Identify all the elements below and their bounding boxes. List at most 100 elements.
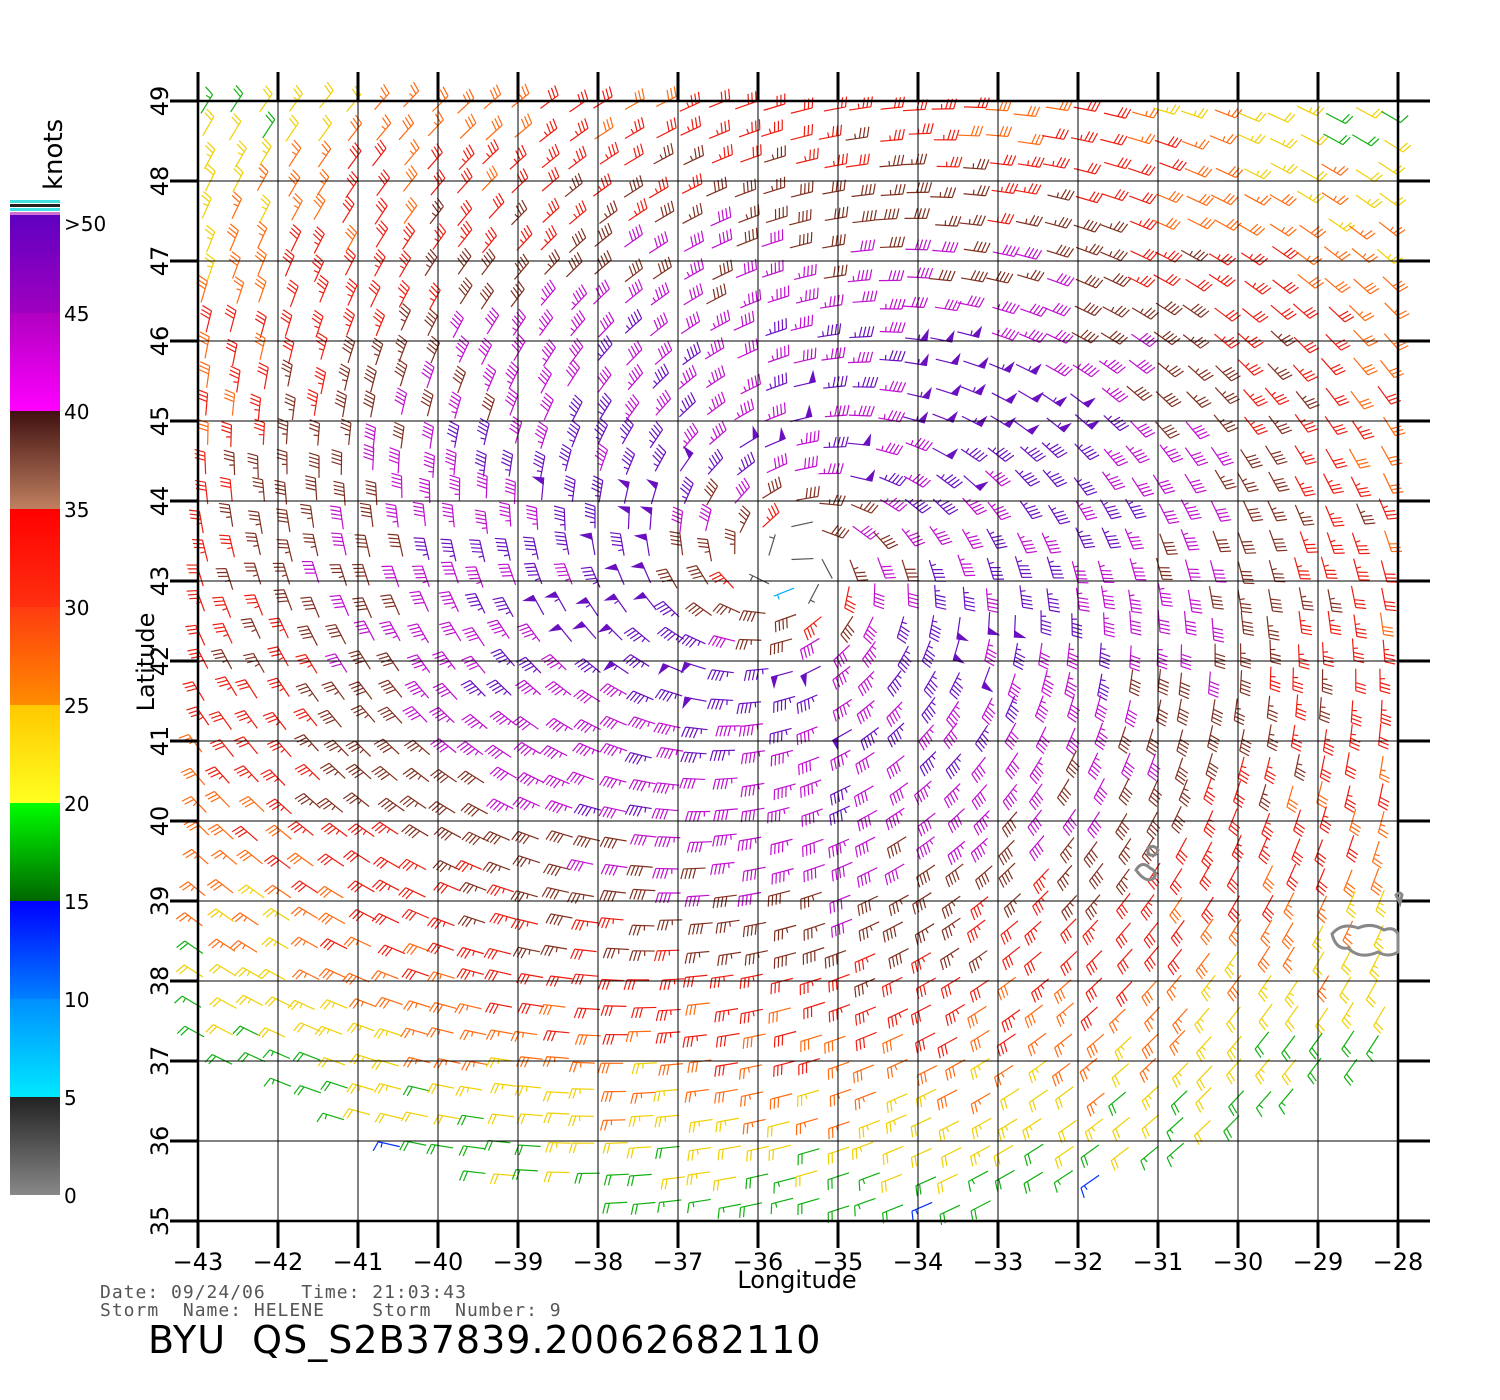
- wind-barb: [1157, 362, 1184, 378]
- wind-barb: [901, 528, 926, 547]
- wind-barb: [219, 476, 233, 502]
- wind-barb: [1199, 863, 1212, 891]
- wind-barb: [1169, 1029, 1186, 1056]
- wind-barb: [1281, 1058, 1297, 1086]
- wind-barb: [319, 999, 348, 1010]
- wind-barb: [970, 1029, 990, 1053]
- wind-barb: [594, 417, 609, 446]
- wind-barb: [373, 249, 386, 277]
- wind-barb: [568, 200, 587, 225]
- wind-barb: [743, 668, 769, 682]
- wind-barb: [852, 209, 877, 224]
- wind-barb: [1131, 477, 1155, 497]
- wind-barb: [1237, 589, 1253, 614]
- wind-barb: [742, 866, 766, 882]
- wind-barb: [1353, 329, 1379, 347]
- wind-barb: [600, 1090, 627, 1102]
- wind-barb: [511, 199, 528, 226]
- wind-barb: [654, 200, 675, 223]
- wind-barb: [363, 390, 376, 418]
- wind-barb: [444, 448, 457, 476]
- wind-barb: [617, 479, 630, 504]
- wind-barb: [800, 1034, 823, 1052]
- wind-barb: [1299, 224, 1327, 239]
- wind-barb: [1041, 669, 1054, 698]
- wind-barb: [315, 332, 328, 360]
- wind-barb: [460, 679, 486, 697]
- wind-barb: [1316, 975, 1330, 1003]
- wind-barb: [656, 117, 677, 139]
- wind-barb: [937, 1173, 958, 1195]
- wind-barb: [686, 1171, 711, 1186]
- wind-barb: [261, 937, 289, 950]
- wind-barb: [1325, 448, 1348, 469]
- wind-barb: [597, 1062, 624, 1074]
- wind-barb: [204, 790, 231, 808]
- wind-barb: [660, 1176, 685, 1190]
- wind-barb: [1014, 556, 1033, 578]
- wind-barb: [603, 1173, 629, 1186]
- wind-barb: [767, 1121, 790, 1138]
- wind-barb: [767, 344, 790, 363]
- wind-barb: [625, 394, 640, 421]
- wind-barb: [458, 277, 473, 305]
- wind-barb: [403, 739, 431, 756]
- wind-barb: [1097, 560, 1115, 584]
- colorbar-cap: [10, 204, 60, 207]
- wind-barb: [1099, 499, 1122, 520]
- wind-barb: [232, 164, 244, 193]
- wind-barb: [205, 766, 230, 784]
- wind-barb: [594, 250, 612, 275]
- wind-barb: [932, 447, 959, 460]
- wind-barb: [1340, 948, 1353, 976]
- wind-barb: [1237, 756, 1250, 785]
- wind-barb: [376, 652, 400, 672]
- wind-barb: [800, 665, 821, 688]
- wind-barb: [1187, 365, 1214, 381]
- wind-barb: [1312, 951, 1325, 979]
- wind-barb: [516, 772, 544, 787]
- x-tick-label: −40: [413, 1248, 464, 1276]
- wind-barb: [318, 968, 347, 981]
- wind-barb: [540, 944, 568, 957]
- wind-barb: [630, 1201, 656, 1215]
- wind-barb: [930, 187, 957, 199]
- wind-barb: [225, 338, 238, 366]
- wind-barb: [1239, 729, 1252, 757]
- wind-barb: [1343, 869, 1356, 898]
- wind-barb: [1237, 332, 1264, 349]
- wind-barb: [457, 770, 485, 785]
- wind-barb: [1346, 835, 1359, 863]
- wind-barb: [706, 391, 726, 416]
- wind-barb: [456, 968, 484, 980]
- wind-barb: [629, 888, 656, 901]
- wind-barb: [874, 208, 900, 221]
- wind-barb: [970, 1145, 991, 1167]
- wind-barb: [617, 506, 630, 530]
- wind-barb: [484, 744, 512, 760]
- wind-barb: [1035, 726, 1050, 755]
- wind-barb: [1020, 303, 1048, 317]
- wind-barb: [685, 602, 712, 617]
- wind-barb: [681, 726, 708, 739]
- wind-barb: [1060, 918, 1077, 944]
- wind-barb: [392, 421, 405, 449]
- wind-barb: [300, 596, 320, 618]
- wind-barb: [854, 1091, 876, 1111]
- wind-barb: [652, 363, 670, 389]
- wind-barb: [541, 886, 570, 900]
- wind-barb: [1128, 163, 1156, 176]
- wind-barb: [226, 223, 239, 252]
- wind-barb: [1171, 806, 1186, 834]
- wind-barb: [655, 1008, 681, 1022]
- wind-barb: [851, 183, 876, 198]
- wind-barb: [712, 894, 737, 909]
- wind-barb: [930, 330, 955, 343]
- wind-barb: [762, 502, 780, 528]
- wind-barb: [765, 205, 788, 224]
- wind-barb: [572, 835, 601, 848]
- wind-barb: [510, 1030, 538, 1042]
- wind-barb: [1075, 500, 1098, 521]
- wind-barb: [538, 1003, 566, 1016]
- wind-barb: [910, 1117, 932, 1138]
